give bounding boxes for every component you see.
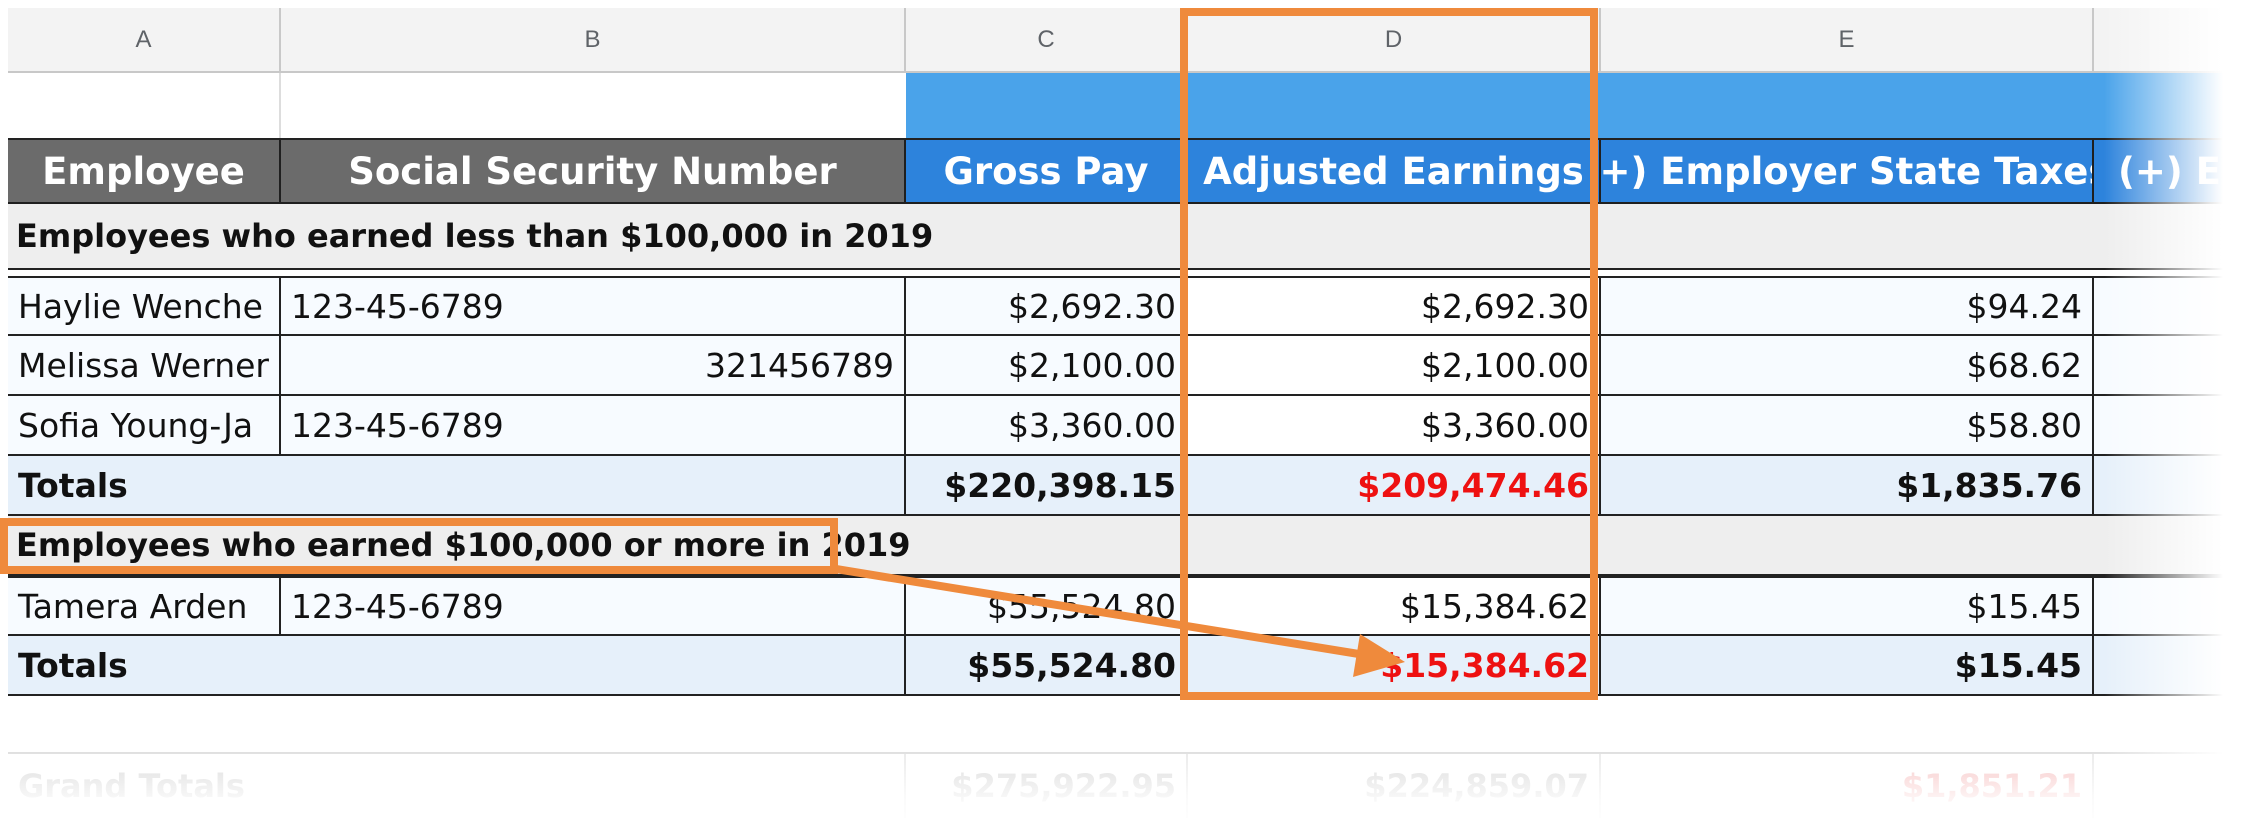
gross-pay-cell[interactable]: $2,100.00 xyxy=(906,336,1188,396)
gross-pay-cell[interactable]: $2,692.30 xyxy=(906,278,1188,336)
totals-label[interactable]: Totals xyxy=(8,636,906,696)
table-row: Tamera Arden 123-45-6789 $55,524.80 $15,… xyxy=(8,576,2244,636)
cell-b-blank[interactable] xyxy=(281,73,906,138)
employee-name[interactable]: Melissa Werner xyxy=(8,336,281,396)
column-header-row: A B C D E xyxy=(8,8,2244,73)
grand-totals-adjusted-earnings[interactable]: $224,859.07 xyxy=(1188,754,1601,818)
table-header-row: Employee Social Security Number Gross Pa… xyxy=(8,138,2244,204)
header-next-column[interactable]: (+) Em xyxy=(2094,140,2244,204)
state-taxes-cell[interactable]: $94.24 xyxy=(1601,278,2094,336)
ssn-cell[interactable]: 123-45-6789 xyxy=(281,278,906,336)
table-row: Sofia Young-Ja 123-45-6789 $3,360.00 $3,… xyxy=(8,396,2244,456)
gross-pay-cell[interactable]: $55,524.80 xyxy=(906,578,1188,636)
gross-pay-cell[interactable]: $3,360.00 xyxy=(906,396,1188,456)
employee-name[interactable]: Sofia Young-Ja xyxy=(8,396,281,456)
adjusted-earnings-cell[interactable]: $3,360.00 xyxy=(1188,396,1601,456)
next-column-cell[interactable] xyxy=(2094,456,2244,516)
column-header-d[interactable]: D xyxy=(1188,8,1601,73)
employee-name[interactable]: Tamera Arden xyxy=(8,578,281,636)
header-employer-state-taxes[interactable]: (+) Employer State Taxes xyxy=(1601,140,2094,204)
totals-gross-pay[interactable]: $220,398.15 xyxy=(906,456,1188,516)
totals-row: Totals $220,398.15 $209,474.46 $1,835.76 xyxy=(8,456,2244,516)
state-taxes-cell[interactable]: $68.62 xyxy=(1601,336,2094,396)
totals-adjusted-earnings[interactable]: $209,474.46 xyxy=(1188,456,1601,516)
header-adjusted-earnings[interactable]: Adjusted Earnings xyxy=(1188,140,1601,204)
banner-row xyxy=(8,73,2244,138)
totals-adjusted-earnings[interactable]: $15,384.62 xyxy=(1188,636,1601,696)
state-taxes-cell[interactable]: $58.80 xyxy=(1601,396,2094,456)
grand-totals-gross-pay[interactable]: $275,922.95 xyxy=(906,754,1188,818)
grand-totals-label[interactable]: Grand Totals xyxy=(8,754,906,818)
header-gross-pay[interactable]: Gross Pay xyxy=(906,140,1188,204)
state-taxes-cell[interactable]: $15.45 xyxy=(1601,578,2094,636)
column-header-c[interactable]: C xyxy=(906,8,1188,73)
totals-state-taxes[interactable]: $15.45 xyxy=(1601,636,2094,696)
table-row: Melissa Werner 321456789 $2,100.00 $2,10… xyxy=(8,336,2244,396)
adjusted-earnings-cell[interactable]: $2,100.00 xyxy=(1188,336,1601,396)
header-employee[interactable]: Employee xyxy=(8,140,281,204)
section-title[interactable]: Employees who earned less than $100,000 … xyxy=(16,217,934,255)
column-header-b[interactable]: B xyxy=(281,8,906,73)
ssn-cell[interactable]: 123-45-6789 xyxy=(281,578,906,636)
next-column-cell[interactable] xyxy=(2094,396,2244,456)
totals-state-taxes[interactable]: $1,835.76 xyxy=(1601,456,2094,516)
blue-banner[interactable] xyxy=(906,73,2244,138)
section-row-over-100k: Employees who earned $100,000 or more in… xyxy=(8,516,2244,576)
next-column-cell[interactable] xyxy=(2094,336,2244,396)
ssn-cell[interactable]: 321456789 xyxy=(281,336,906,396)
next-column-cell[interactable] xyxy=(2094,578,2244,636)
next-column-cell[interactable] xyxy=(2094,278,2244,336)
grand-totals-row: Grand Totals $275,922.95 $224,859.07 $1,… xyxy=(8,754,2244,818)
totals-gross-pay[interactable]: $55,524.80 xyxy=(906,636,1188,696)
column-header-e[interactable]: E xyxy=(1601,8,2094,73)
next-column-cell[interactable] xyxy=(2094,636,2244,696)
grand-totals-state-taxes[interactable]: $1,851.21 xyxy=(1601,754,2094,818)
adjusted-earnings-cell[interactable]: $2,692.30 xyxy=(1188,278,1601,336)
header-ssn[interactable]: Social Security Number xyxy=(281,140,906,204)
column-header-f[interactable] xyxy=(2094,8,2244,73)
column-header-a[interactable]: A xyxy=(8,8,281,73)
section-title[interactable]: Employees who earned $100,000 or more in… xyxy=(16,526,911,564)
section-row-under-100k: Employees who earned less than $100,000 … xyxy=(8,204,2244,270)
cell-a-blank[interactable] xyxy=(8,73,281,138)
totals-row: Totals $55,524.80 $15,384.62 $15.45 xyxy=(8,636,2244,696)
ssn-cell[interactable]: 123-45-6789 xyxy=(281,396,906,456)
totals-label[interactable]: Totals xyxy=(8,456,906,516)
adjusted-earnings-cell[interactable]: $15,384.62 xyxy=(1188,578,1601,636)
table-row: Haylie Wenche 123-45-6789 $2,692.30 $2,6… xyxy=(8,276,2244,336)
employee-name[interactable]: Haylie Wenche xyxy=(8,278,281,336)
